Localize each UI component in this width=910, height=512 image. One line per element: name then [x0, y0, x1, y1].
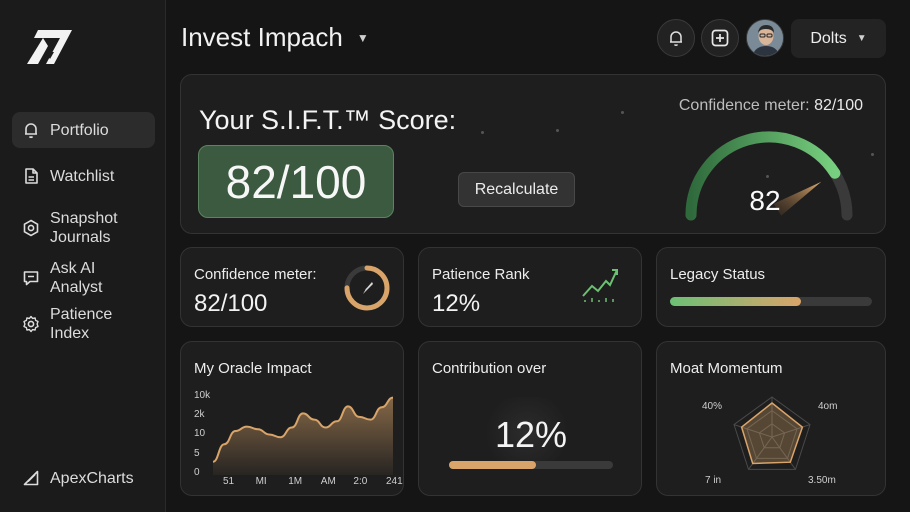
page-title[interactable]: Invest Impach ▼	[181, 22, 369, 53]
gauge-value: 82	[749, 185, 781, 216]
sift-score-value: 82/100	[198, 145, 394, 218]
radar-spoke	[733, 424, 773, 438]
avatar[interactable]	[746, 19, 784, 57]
sift-score-card: Your S.I.F.T.™ Score: 82/100 Recalculate…	[180, 74, 886, 234]
patience-rank-card: Patience Rank 12%	[418, 247, 642, 327]
card-value: 82/100	[194, 290, 268, 317]
hexagon-icon	[23, 219, 39, 237]
x-tick-label: 2:0	[353, 476, 368, 487]
y-tick-label: 2k	[194, 409, 205, 421]
chat-icon	[23, 271, 39, 286]
oracle-impact-card: My Oracle Impact 10k 2k 10 5 0 51 MI 1M AM 2:0 241	[180, 341, 404, 496]
radar-axis-label: 7 in	[705, 475, 722, 486]
contribution-progress-fill	[449, 461, 536, 469]
progress-ring-fill	[344, 265, 390, 311]
bell-icon	[25, 123, 37, 139]
radar-axis-label: 4om	[818, 401, 838, 412]
chevron-down-icon: ▼	[356, 30, 369, 45]
y-tick-label: 5	[194, 447, 200, 459]
sidebar-item-snapshot-journals[interactable]: Snapshot Journals	[12, 207, 155, 249]
notifications-button[interactable]	[657, 19, 695, 57]
page-title-text: Invest Impach	[181, 22, 343, 52]
decorative-dot	[766, 175, 769, 178]
oracle-area-chart	[213, 396, 393, 475]
gear-icon	[23, 315, 39, 333]
main-content: Invest Impach ▼ Dolts ▼ Your S.I.F.T.™ S…	[166, 0, 910, 512]
card-title: Patience Rank	[432, 266, 530, 283]
y-tick-label: 0	[194, 466, 200, 478]
card-value: 12%	[432, 290, 481, 317]
decorative-dot	[871, 153, 874, 156]
confidence-meter-card: Confidence meter: 82/100	[180, 247, 404, 327]
sidebar-item-ask-ai-analyst[interactable]: Ask AI Analyst	[12, 260, 155, 296]
confidence-meter-label: Confidence meter: 82/100	[679, 97, 863, 115]
contribution-card: Contribution over 12%	[418, 341, 642, 496]
sidebar: Portfolio Watchlist Snapshot Journals As…	[0, 0, 166, 512]
x-tick-label: AM	[320, 476, 336, 487]
radar-grid-ring	[733, 396, 811, 470]
bell-icon	[670, 31, 682, 47]
sidebar-item-watchlist[interactable]: Watchlist	[12, 158, 155, 194]
sidebar-item-label: Watchlist	[50, 167, 115, 185]
confidence-meter-value: 82/100	[814, 97, 863, 114]
gauge-fill	[685, 131, 841, 221]
radar-series	[740, 402, 804, 465]
x-tick-label: 241	[386, 476, 403, 487]
sidebar-item-label: Snapshot Journals	[50, 210, 118, 246]
brand-logo-icon[interactable]	[24, 26, 74, 66]
y-tick-label: 10	[194, 428, 206, 440]
card-title: Moat Momentum	[670, 360, 783, 377]
user-avatar-icon	[747, 20, 783, 56]
sidebar-item-label: Patience Index	[50, 306, 113, 342]
radar-grid-ring	[746, 409, 798, 459]
sidebar-item-patience-index[interactable]: Patience Index	[12, 306, 155, 342]
decorative-dot	[621, 111, 624, 114]
chevron-down-icon: ▼	[856, 33, 867, 44]
sidebar-item-portfolio[interactable]: Portfolio	[12, 112, 155, 148]
card-title: Contribution over	[432, 360, 547, 377]
x-tick-label: MI	[255, 476, 267, 487]
sidebar-item-label: ApexCharts	[50, 469, 134, 487]
card-title: Legacy Status	[670, 266, 766, 283]
compass-icon	[363, 282, 373, 294]
gauge-needle	[773, 181, 822, 216]
y-tick-label: 10k	[194, 390, 211, 401]
sidebar-item-apexcharts[interactable]: ApexCharts	[12, 460, 155, 496]
confidence-meter-label-text: Confidence meter:	[678, 97, 810, 114]
legacy-progress-fill	[670, 297, 802, 306]
chart-icon	[23, 470, 39, 486]
radar-spoke	[771, 424, 811, 438]
legacy-progress-track	[670, 297, 872, 306]
sidebar-item-label: Portfolio	[50, 121, 109, 139]
area-line	[213, 396, 393, 463]
progress-ring	[344, 265, 390, 311]
moat-momentum-card: Moat Momentum 40% 4om 3.50m 7 in	[656, 341, 886, 496]
glow-backdrop	[481, 397, 573, 469]
decorative-dot	[481, 131, 484, 134]
x-tick-label: 51	[223, 476, 235, 487]
contribution-value: 12%	[494, 414, 568, 455]
card-title: My Oracle Impact	[194, 360, 312, 377]
moat-radar-chart	[733, 396, 811, 470]
card-title: Confidence meter:	[194, 266, 317, 283]
confidence-gauge	[685, 131, 853, 221]
user-menu-dropdown[interactable]: Dolts ▼	[791, 19, 886, 58]
radar-grid-ring	[758, 423, 786, 449]
add-button[interactable]	[701, 19, 739, 57]
x-tick-label: 1M	[288, 476, 303, 487]
radar-axis-label: 3.50m	[808, 475, 836, 486]
sidebar-item-label: Ask AI Analyst	[50, 260, 103, 296]
radar-spoke	[771, 436, 796, 470]
decorative-dot	[556, 129, 559, 132]
trend-up-icon	[582, 269, 618, 302]
plus-square-icon	[711, 29, 729, 47]
legacy-status-card: Legacy Status	[656, 247, 886, 327]
area-fill	[213, 397, 393, 475]
contribution-progress-track	[449, 461, 613, 469]
recalculate-button[interactable]: Recalculate	[458, 172, 575, 207]
radar-axis-label: 40%	[702, 401, 723, 412]
user-menu-label: Dolts	[810, 29, 847, 47]
sift-score-title: Your S.I.F.T.™ Score:	[199, 105, 457, 135]
document-icon	[25, 168, 38, 184]
